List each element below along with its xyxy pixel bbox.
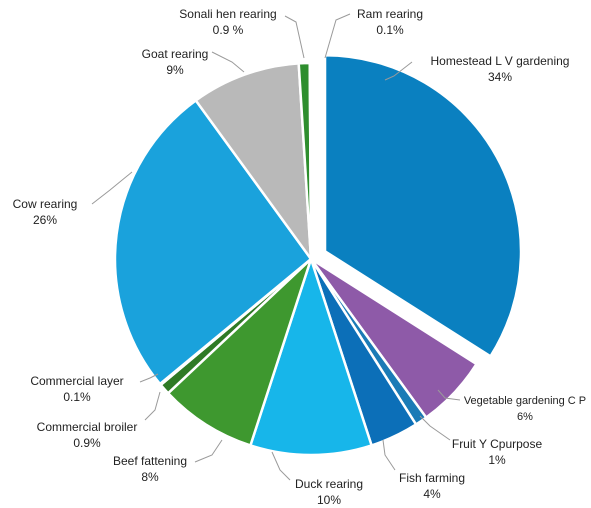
slice-label-name: Commercial layer	[30, 374, 123, 388]
slice-label-name: Goat rearing	[142, 47, 209, 61]
slice-label-name: Sonali hen rearing	[179, 7, 276, 21]
pie-slices	[113, 54, 523, 457]
leader-line	[194, 439, 223, 463]
leader-line	[139, 373, 159, 383]
slice-label: Fruit Y Cpurpose 1%	[452, 437, 543, 467]
slice-label-name: Commercial broiler	[37, 420, 138, 434]
slice-label: Vegetable gardening C P 6%	[464, 395, 586, 423]
slice-label-value: 4%	[423, 487, 441, 501]
slice-label-value: 1%	[488, 453, 506, 467]
leader-line	[271, 451, 291, 481]
slice-label-value: 34%	[488, 70, 512, 84]
slice-label: Cow rearing 26%	[13, 197, 78, 227]
slice-label: Goat rearing 9%	[142, 47, 209, 77]
slice-label-name: Vegetable gardening C P	[464, 395, 586, 407]
slice-label-name: Ram rearing	[357, 7, 423, 21]
pie-slice	[166, 258, 313, 447]
leader-line	[144, 391, 161, 421]
slice-label-value: 26%	[33, 213, 57, 227]
leader-line	[284, 15, 305, 59]
leader-line	[324, 13, 351, 59]
slice-label-value: 8%	[141, 470, 159, 484]
leader-line	[91, 171, 133, 205]
pie-slice	[248, 254, 374, 457]
leader-line	[211, 51, 245, 73]
slice-label: Fish farming 4%	[399, 471, 465, 501]
slice-label-value: 9%	[166, 63, 184, 77]
slice-label-name: Fruit Y Cpurpose	[452, 437, 543, 451]
slice-label-name: Homestead L V gardening	[431, 54, 570, 68]
slice-label: Commercial layer 0.1%	[30, 374, 123, 404]
slice-label-name: Fish farming	[399, 471, 465, 485]
leader-lines	[91, 13, 461, 481]
slice-label-value: 6%	[517, 411, 533, 423]
leader-line	[384, 61, 413, 81]
leader-line	[382, 439, 396, 471]
slice-label: Commercial broiler 0.9%	[37, 420, 138, 450]
pie-slice	[194, 62, 313, 264]
pie-slice	[113, 98, 313, 386]
slice-label-value: 0.9%	[73, 436, 101, 450]
slice-label-value: 0.9 %	[213, 23, 244, 37]
slice-label: Homestead L V gardening 34%	[431, 54, 570, 84]
slice-label-value: 10%	[317, 493, 341, 507]
slice-label-name: Beef fattening	[113, 454, 187, 468]
leader-line	[437, 389, 461, 401]
slice-label-name: Cow rearing	[13, 197, 78, 211]
slice-label: Sonali hen rearing 0.9 %	[179, 7, 276, 37]
slice-label: Beef fattening 8%	[113, 454, 187, 484]
pie-slice	[323, 54, 523, 359]
pie-slice	[308, 61, 313, 260]
slice-label-name: Duck rearing	[295, 477, 363, 491]
leader-line	[419, 415, 451, 441]
slice-label-value: 0.1%	[376, 23, 404, 37]
slice-label-value: 0.1%	[63, 390, 91, 404]
slice-label: Ram rearing 0.1%	[357, 7, 423, 37]
slice-labels: Homestead L V gardening 34% Vegetable gard…	[13, 7, 587, 507]
slice-label: Duck rearing 10%	[295, 477, 363, 507]
